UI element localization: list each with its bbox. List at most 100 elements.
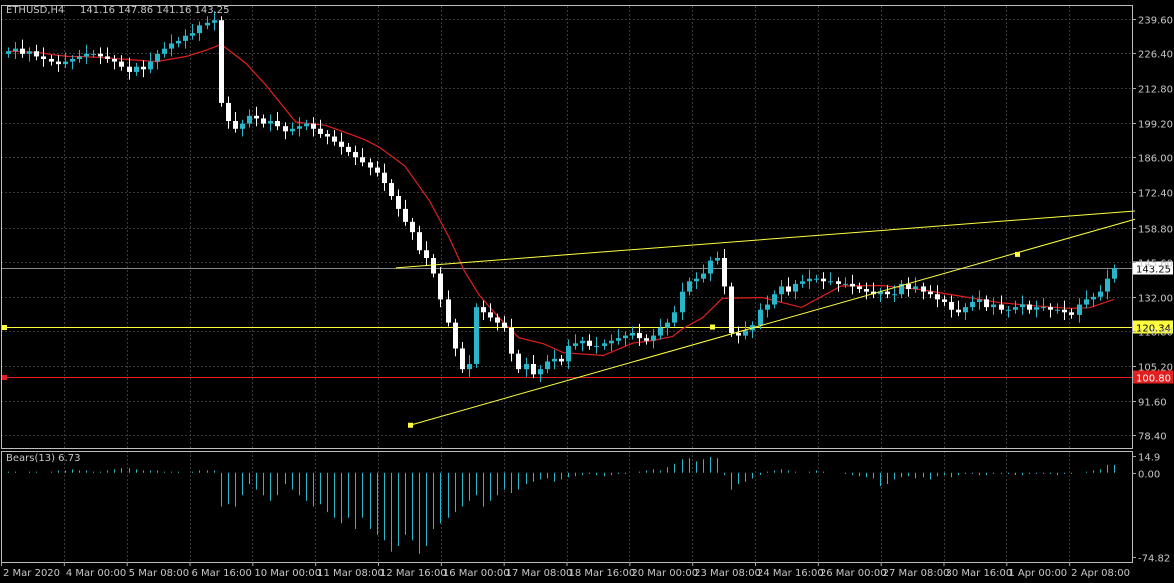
bear-candle[interactable] xyxy=(460,348,465,370)
trendline-anchor[interactable] xyxy=(408,422,413,428)
bear-candle[interactable] xyxy=(729,286,734,333)
bear-candle[interactable] xyxy=(375,167,380,173)
bear-candle[interactable] xyxy=(942,299,947,302)
bull-candle[interactable] xyxy=(1084,299,1089,305)
bull-candle[interactable] xyxy=(63,61,68,65)
bull-candle[interactable] xyxy=(609,340,614,344)
bull-candle[interactable] xyxy=(1013,307,1018,310)
bull-candle[interactable] xyxy=(77,56,82,59)
bull-candle[interactable] xyxy=(963,307,968,313)
bear-candle[interactable] xyxy=(871,291,876,295)
trendline[interactable] xyxy=(395,210,1136,269)
bull-candle[interactable] xyxy=(651,335,656,341)
bull-candle[interactable] xyxy=(680,291,685,313)
bear-candle[interactable] xyxy=(488,312,493,318)
bull-candle[interactable] xyxy=(828,281,833,283)
bear-candle[interactable] xyxy=(34,51,39,57)
bull-candle[interactable] xyxy=(1105,278,1110,292)
bear-candle[interactable] xyxy=(850,283,855,287)
bear-candle[interactable] xyxy=(360,157,365,163)
bull-candle[interactable] xyxy=(197,25,202,34)
bull-candle[interactable] xyxy=(304,123,309,127)
bull-candle[interactable] xyxy=(524,363,529,370)
bear-candle[interactable] xyxy=(956,309,961,313)
bear-candle[interactable] xyxy=(396,195,401,209)
bear-candle[interactable] xyxy=(353,152,358,158)
bull-candle[interactable] xyxy=(772,294,777,305)
bull-candle[interactable] xyxy=(807,278,812,282)
bear-candle[interactable] xyxy=(836,281,841,284)
bull-candle[interactable] xyxy=(155,53,160,62)
bear-candle[interactable] xyxy=(283,126,288,132)
bull-candle[interactable] xyxy=(148,61,153,70)
bull-candle[interactable] xyxy=(268,121,273,124)
bear-candle[interactable] xyxy=(382,172,387,184)
bull-candle[interactable] xyxy=(672,312,677,323)
bull-candle[interactable] xyxy=(779,286,784,295)
bull-candle[interactable] xyxy=(843,283,848,285)
bull-candle[interactable] xyxy=(290,128,295,132)
bear-candle[interactable] xyxy=(49,58,54,62)
bear-candle[interactable] xyxy=(410,221,415,233)
bear-candle[interactable] xyxy=(261,118,266,124)
bear-candle[interactable] xyxy=(346,146,351,153)
trendlines[interactable] xyxy=(395,210,1136,428)
bear-candle[interactable] xyxy=(495,317,500,323)
bull-candle[interactable] xyxy=(814,278,819,280)
price-level-handle[interactable] xyxy=(2,325,7,330)
bear-candle[interactable] xyxy=(41,56,46,59)
bear-candle[interactable] xyxy=(1048,307,1053,310)
bear-candle[interactable] xyxy=(311,123,316,129)
bull-candle[interactable] xyxy=(708,260,713,274)
bull-candle[interactable] xyxy=(247,115,252,124)
bear-candle[interactable] xyxy=(275,121,280,127)
bear-candle[interactable] xyxy=(20,48,25,54)
bull-candle[interactable] xyxy=(758,309,763,326)
bull-candle[interactable] xyxy=(27,51,32,54)
bull-candle[interactable] xyxy=(538,369,543,375)
bear-candle[interactable] xyxy=(1069,312,1074,315)
bear-candle[interactable] xyxy=(509,327,514,354)
bull-candle[interactable] xyxy=(176,40,181,44)
bear-candle[interactable] xyxy=(1027,304,1032,310)
bull-candle[interactable] xyxy=(743,330,748,336)
bear-candle[interactable] xyxy=(403,208,408,222)
bear-candle[interactable] xyxy=(821,278,826,282)
bull-candle[interactable] xyxy=(602,343,607,346)
trendline-anchor[interactable] xyxy=(1015,251,1020,257)
bear-candle[interactable] xyxy=(928,291,933,295)
bear-candle[interactable] xyxy=(127,66,132,72)
bear-candle[interactable] xyxy=(587,340,592,346)
bull-candle[interactable] xyxy=(1091,296,1096,300)
trendline[interactable] xyxy=(409,218,1136,426)
bear-candle[interactable] xyxy=(984,299,989,308)
bull-candle[interactable] xyxy=(91,53,96,55)
bull-candle[interactable] xyxy=(1006,309,1011,311)
bull-candle[interactable] xyxy=(573,343,578,346)
bull-candle[interactable] xyxy=(630,332,635,336)
bull-candle[interactable] xyxy=(701,273,706,279)
bull-candle[interactable] xyxy=(1112,268,1117,279)
bull-candle[interactable] xyxy=(1098,291,1103,297)
bear-candle[interactable] xyxy=(949,301,954,310)
bull-candle[interactable] xyxy=(580,340,585,344)
bull-candle[interactable] xyxy=(892,294,897,296)
bear-candle[interactable] xyxy=(906,283,911,290)
bear-candle[interactable] xyxy=(1062,309,1067,313)
bear-candle[interactable] xyxy=(644,338,649,341)
bear-candle[interactable] xyxy=(864,289,869,292)
bull-candle[interactable] xyxy=(70,58,75,62)
bull-candle[interactable] xyxy=(545,361,550,370)
bull-candle[interactable] xyxy=(297,126,302,129)
bull-candle[interactable] xyxy=(190,33,195,36)
bull-candle[interactable] xyxy=(665,322,670,328)
bull-candle[interactable] xyxy=(594,345,599,347)
bull-candle[interactable] xyxy=(566,345,571,362)
bear-candle[interactable] xyxy=(98,53,103,57)
bull-candle[interactable] xyxy=(793,283,798,292)
bull-candle[interactable] xyxy=(183,35,188,41)
bull-candle[interactable] xyxy=(240,123,245,129)
bear-candle[interactable] xyxy=(339,141,344,147)
bull-candle[interactable] xyxy=(467,363,472,370)
bull-candle[interactable] xyxy=(687,281,692,292)
